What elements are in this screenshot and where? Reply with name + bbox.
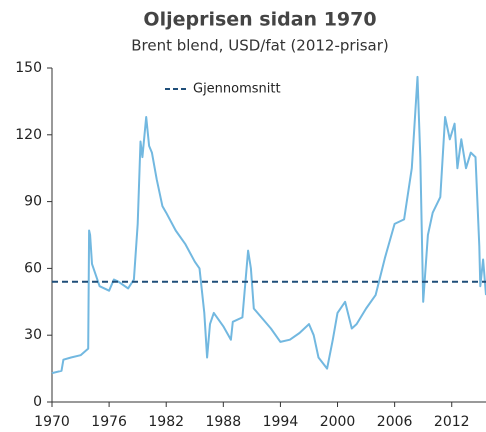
y-tick-label: 60	[24, 260, 42, 276]
x-tick-label: 1988	[205, 414, 241, 430]
x-tick-label: 2000	[320, 414, 356, 430]
price-line	[51, 75, 486, 375]
legend-label: Gjennomsnitt	[193, 82, 281, 97]
x-tick-label: 2006	[377, 414, 413, 430]
x-tick-label: 1982	[148, 414, 184, 430]
y-tick-label: 120	[15, 127, 42, 143]
y-tick-label: 30	[24, 327, 42, 343]
x-tick-label: 2012	[434, 414, 470, 430]
y-tick-label: 150	[15, 60, 42, 76]
y-tick-label: 90	[24, 194, 42, 210]
x-tick-label: 1994	[263, 414, 299, 430]
chart-subtitle: Brent blend, USD/fat (2012-prisar)	[131, 37, 389, 55]
chart-title: Oljeprisen sidan 1970	[143, 9, 376, 31]
x-tick-label: 1970	[34, 414, 70, 430]
y-tick-label: 0	[33, 394, 42, 410]
x-tick-label: 1976	[91, 414, 127, 430]
